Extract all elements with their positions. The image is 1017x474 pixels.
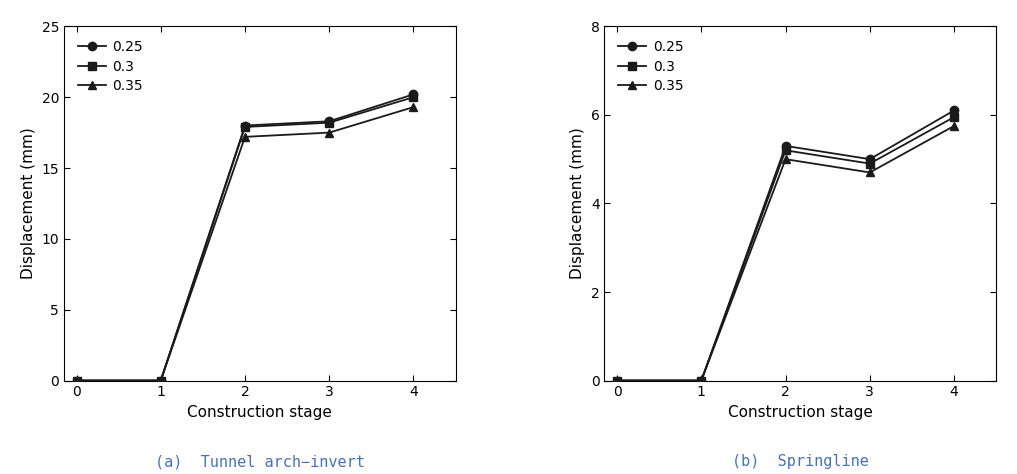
0.35 (155, 378, 167, 383)
Y-axis label: Displacement (mm): Displacement (mm) (20, 128, 36, 279)
0.25 (863, 156, 876, 162)
Line: 0.25: 0.25 (613, 106, 958, 385)
X-axis label: Construction stage: Construction stage (187, 405, 333, 420)
Line: 0.3: 0.3 (613, 113, 958, 385)
0.35 (323, 130, 336, 136)
Line: 0.3: 0.3 (72, 93, 418, 385)
0.25 (155, 378, 167, 383)
Text: (b)  Springline: (b) Springline (732, 454, 869, 469)
0.3 (70, 378, 82, 383)
Legend: 0.25, 0.3, 0.35: 0.25, 0.3, 0.35 (71, 33, 151, 100)
0.35 (611, 378, 623, 383)
0.25 (611, 378, 623, 383)
0.3 (155, 378, 167, 383)
0.3 (611, 378, 623, 383)
0.35 (239, 134, 251, 140)
0.3 (779, 147, 791, 153)
Legend: 0.25, 0.3, 0.35: 0.25, 0.3, 0.35 (611, 33, 691, 100)
0.35 (696, 378, 708, 383)
0.25 (948, 108, 960, 113)
0.25 (408, 91, 420, 97)
0.3 (863, 161, 876, 166)
Line: 0.35: 0.35 (613, 122, 958, 385)
0.25 (323, 118, 336, 124)
0.25 (239, 123, 251, 128)
0.3 (948, 114, 960, 120)
Text: (a)  Tunnel arch−invert: (a) Tunnel arch−invert (155, 454, 365, 469)
0.3 (408, 94, 420, 100)
0.25 (779, 143, 791, 149)
Line: 0.25: 0.25 (72, 90, 418, 385)
0.35 (779, 156, 791, 162)
0.35 (948, 123, 960, 129)
0.35 (863, 170, 876, 175)
0.3 (696, 378, 708, 383)
0.3 (323, 120, 336, 126)
X-axis label: Construction stage: Construction stage (728, 405, 873, 420)
Y-axis label: Displacement (mm): Displacement (mm) (571, 128, 585, 279)
0.3 (239, 124, 251, 130)
0.25 (70, 378, 82, 383)
0.25 (696, 378, 708, 383)
0.35 (70, 378, 82, 383)
Line: 0.35: 0.35 (72, 103, 418, 385)
0.35 (408, 104, 420, 110)
